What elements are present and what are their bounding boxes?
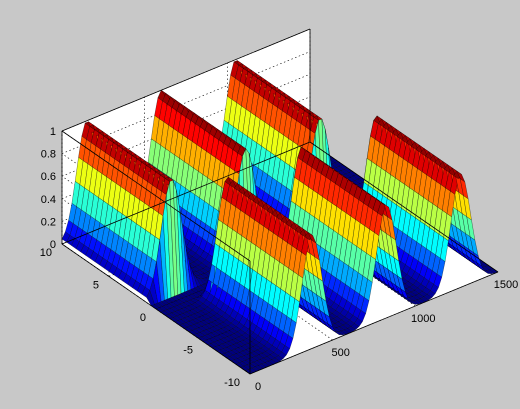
back-floor-edge [61, 141, 311, 245]
x-tick-label: 1000 [411, 313, 435, 325]
z-tick-label: 0.2 [41, 216, 56, 228]
x-tick-label: 1500 [494, 279, 518, 291]
z-tick-label: 1 [50, 126, 56, 138]
surface-mesh [61, 60, 499, 375]
z-tick-label: 0.6 [41, 171, 56, 183]
axis-lines [61, 28, 499, 375]
y-tick-label: 5 [93, 280, 99, 292]
y-tick-label: -5 [183, 345, 193, 357]
x-tick-label: 500 [332, 347, 350, 359]
x-axis-line [249, 271, 499, 375]
z-tick-label: 0 [50, 239, 56, 251]
top-left-edge [61, 130, 251, 262]
top-back-edge [61, 28, 311, 132]
x-tick-label: 0 [255, 381, 261, 393]
y-tick-label: 0 [140, 312, 146, 324]
y-tick-label: -10 [224, 377, 240, 389]
y-tick-label: 10 [40, 247, 52, 259]
y-axis-line [61, 243, 251, 375]
right-floor-edge [309, 141, 499, 273]
z-tick-label: 0.8 [41, 149, 56, 161]
z-tick-label: 0.4 [41, 194, 56, 206]
